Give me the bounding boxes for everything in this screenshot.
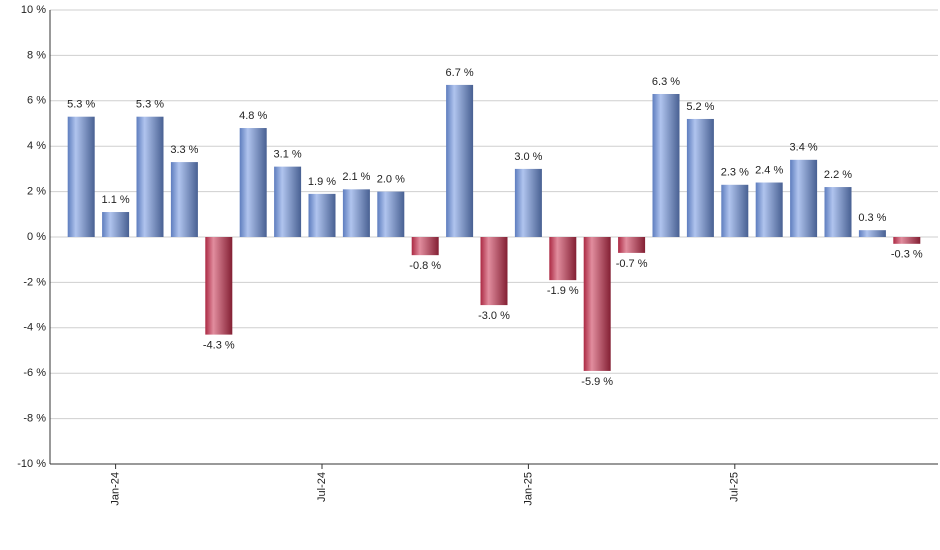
value-label: 3.3 % [170, 144, 198, 156]
value-label: -0.7 % [616, 258, 648, 270]
bar [618, 237, 646, 253]
x-tick-label: Jul-24 [316, 472, 328, 502]
bar [205, 237, 233, 335]
bar [824, 187, 852, 237]
bar [583, 237, 611, 371]
bar [480, 237, 508, 306]
value-label: -4.3 % [203, 340, 235, 352]
value-label: -3.0 % [478, 310, 510, 322]
y-tick-label: -4 % [23, 322, 46, 334]
x-tick-label: Jan-24 [110, 472, 122, 506]
value-label: -5.9 % [581, 376, 613, 388]
y-tick-label: 10 % [21, 4, 46, 16]
bar [274, 166, 302, 237]
value-label: 6.3 % [652, 76, 680, 88]
bar [377, 191, 405, 237]
bar [308, 193, 336, 237]
bar [411, 237, 439, 256]
value-label: 6.7 % [446, 67, 474, 79]
y-tick-label: -6 % [23, 367, 46, 379]
bar [170, 162, 198, 237]
value-label: 4.8 % [239, 110, 267, 122]
value-label: 5.3 % [67, 99, 95, 111]
value-label: 5.3 % [136, 99, 164, 111]
bar [893, 237, 921, 244]
value-label: -0.3 % [891, 249, 923, 261]
bar [790, 159, 818, 237]
value-label: 3.0 % [514, 151, 542, 163]
y-tick-label: -2 % [23, 276, 46, 288]
x-tick-label: Jan-25 [522, 472, 534, 506]
value-label: -1.9 % [547, 285, 579, 297]
bar [514, 168, 542, 237]
y-tick-label: -10 % [17, 458, 46, 470]
value-label: 0.3 % [858, 212, 886, 224]
y-tick-label: -8 % [23, 413, 46, 425]
y-tick-label: 4 % [27, 140, 46, 152]
bar [652, 93, 680, 238]
bar [755, 182, 783, 237]
y-tick-label: 6 % [27, 95, 46, 107]
value-label: 1.1 % [102, 194, 130, 206]
value-label: 5.2 % [686, 101, 714, 113]
value-label: 2.1 % [342, 171, 370, 183]
bar [549, 237, 577, 281]
value-label: 1.9 % [308, 176, 336, 188]
bar [102, 212, 130, 237]
value-label: 2.2 % [824, 169, 852, 181]
bar [446, 84, 474, 237]
bar [686, 118, 714, 237]
value-label: 2.3 % [721, 167, 749, 179]
x-tick-label: Jul-25 [729, 472, 741, 502]
bar [858, 230, 886, 237]
bar [721, 184, 749, 237]
y-tick-label: 8 % [27, 49, 46, 61]
value-label: -0.8 % [409, 260, 441, 272]
bar [239, 128, 267, 237]
bar [136, 116, 164, 237]
value-label: 3.4 % [790, 142, 818, 154]
y-tick-label: 2 % [27, 186, 46, 198]
value-label: 3.1 % [274, 149, 302, 161]
y-tick-label: 0 % [27, 231, 46, 243]
bar [342, 189, 370, 237]
value-label: 2.0 % [377, 174, 405, 186]
bar [67, 116, 95, 237]
value-label: 2.4 % [755, 164, 783, 176]
